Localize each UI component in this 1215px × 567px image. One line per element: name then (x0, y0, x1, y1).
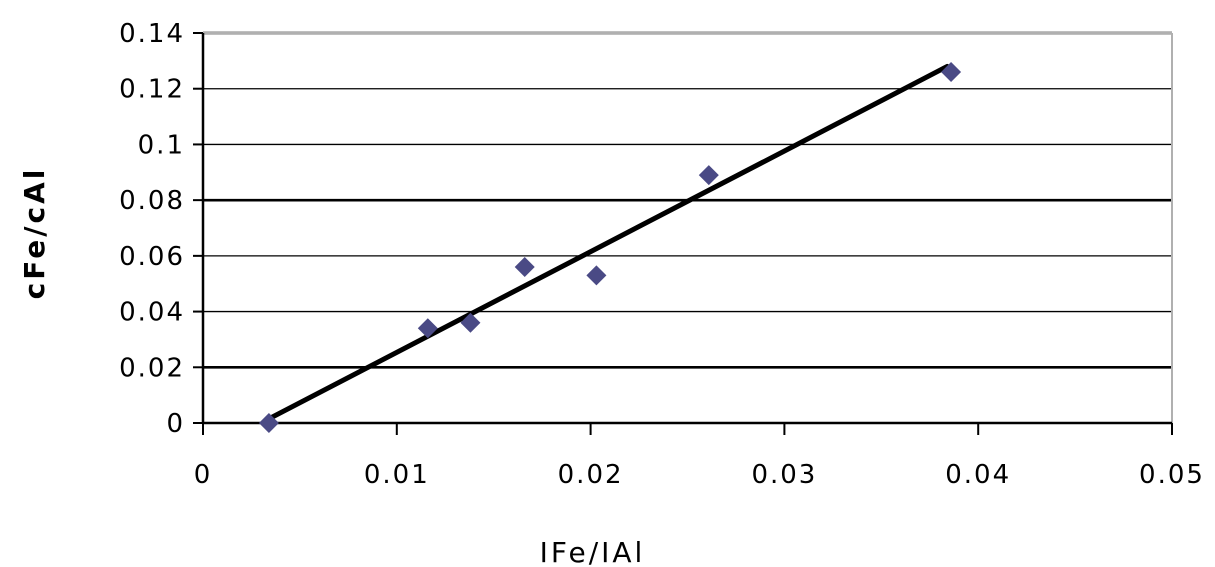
x-axis-label: IFe/IAl (540, 536, 646, 567)
y-tick-label: 0.14 (119, 19, 185, 49)
data-points (258, 62, 962, 433)
x-tick-label: 0.05 (1139, 460, 1205, 490)
y-tick-label: 0.06 (119, 242, 185, 272)
x-tick-label: 0.02 (558, 460, 624, 490)
data-point (941, 62, 962, 82)
data-point (514, 257, 535, 277)
x-tick-label: 0 (194, 460, 213, 490)
x-tick-label: 0.01 (364, 460, 430, 490)
data-point (417, 318, 438, 339)
data-point (698, 165, 719, 186)
y-tick-label: 0 (166, 409, 185, 439)
data-point (586, 265, 607, 286)
y-tick-label: 0.12 (119, 75, 185, 105)
y-tick-label: 0.02 (119, 353, 185, 383)
trendline (266, 63, 950, 422)
data-point (258, 413, 279, 433)
y-axis-label: cFe/cAl (18, 167, 51, 300)
y-tick-label: 0.1 (138, 130, 185, 160)
y-tick-labels: 0 0.02 0.04 0.06 0.08 0.1 0.12 0.14 (119, 19, 185, 439)
x-tick-labels: 0 0.01 0.02 0.03 0.04 0.05 (194, 460, 1205, 490)
y-tick-label: 0.04 (119, 298, 185, 328)
x-tick-label: 0.04 (945, 460, 1011, 490)
trendline-group (266, 63, 950, 422)
data-point (460, 312, 481, 333)
x-tick-label: 0.03 (751, 460, 817, 490)
axes (193, 32, 1173, 435)
y-tick-label: 0.08 (119, 186, 185, 216)
